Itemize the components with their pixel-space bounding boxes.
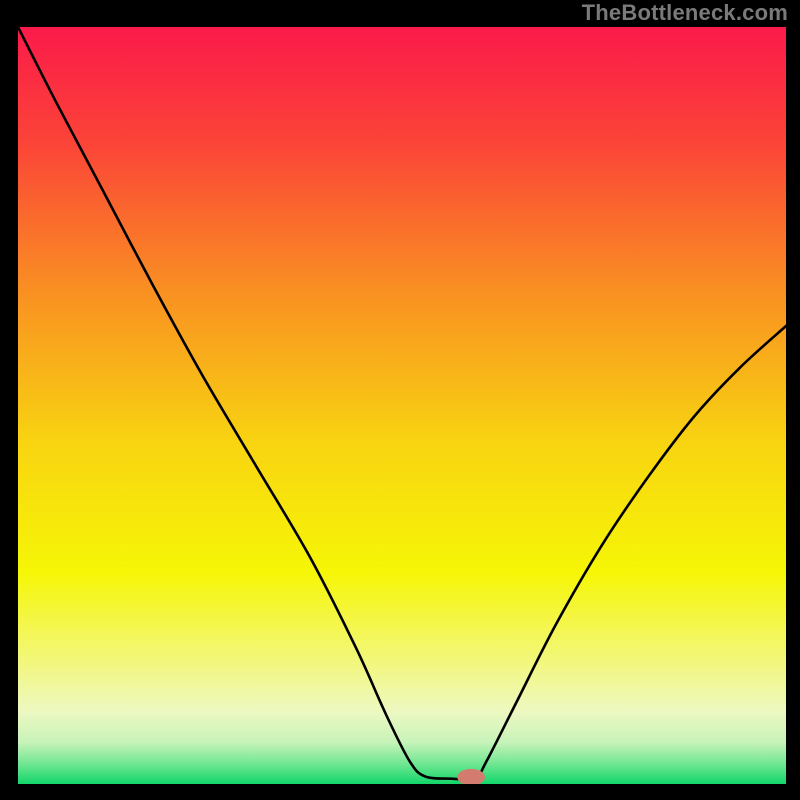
gradient-background: [18, 27, 786, 784]
watermark-text: TheBottleneck.com: [582, 0, 788, 26]
bottleneck-chart: [18, 27, 786, 784]
chart-frame: TheBottleneck.com: [0, 0, 800, 800]
plot-area: [18, 27, 786, 784]
